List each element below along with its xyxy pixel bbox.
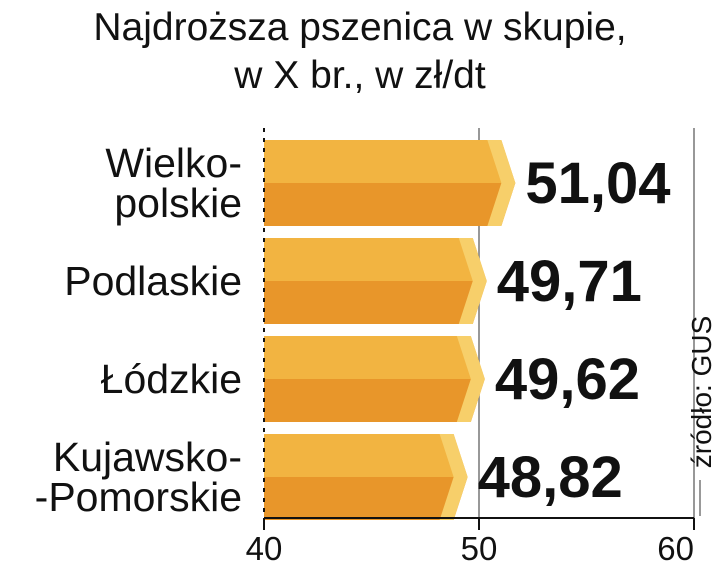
- category-label: Podlaskie: [64, 258, 242, 304]
- chart-title: Najdroższa pszenica w skupie,: [93, 6, 627, 49]
- bar: [264, 140, 516, 226]
- value-label: 49,62: [495, 347, 640, 412]
- bar-bottom-face: [264, 379, 485, 422]
- bar-top-face: [264, 140, 516, 183]
- bar-bottom-face: [264, 281, 487, 324]
- value-label: 48,82: [478, 445, 623, 510]
- bar-tip: [439, 434, 468, 520]
- bar: [264, 434, 468, 520]
- bar-top-face: [264, 434, 468, 477]
- category-label: Kujawsko-: [53, 434, 242, 480]
- bar-bottom-face: [264, 477, 468, 520]
- bar-top-face: [264, 238, 487, 281]
- chart-subtitle: w X br., w zł/dt: [234, 54, 486, 97]
- category-label: Łódzkie: [101, 356, 242, 402]
- bar-tip: [456, 336, 485, 422]
- bar: [264, 336, 485, 422]
- x-tick-label: 40: [246, 530, 283, 564]
- value-label: 49,71: [497, 249, 642, 314]
- category-label: polskie: [114, 180, 242, 226]
- source-label: źródło: GUS: [686, 316, 717, 469]
- bar: [264, 238, 487, 324]
- category-label: Wielko-: [105, 140, 242, 186]
- x-tick-label: 60: [657, 530, 694, 564]
- bar-bottom-face: [264, 183, 516, 226]
- x-tick-label: 50: [461, 530, 498, 564]
- chart-title-block: Najdroższa pszenica w skupie, w X br., w…: [0, 4, 720, 100]
- bar-top-face: [264, 336, 485, 379]
- bar-tip: [487, 140, 516, 226]
- category-label: -Pomorskie: [35, 474, 242, 520]
- value-label: 51,04: [525, 151, 670, 216]
- bar-tip: [458, 238, 487, 324]
